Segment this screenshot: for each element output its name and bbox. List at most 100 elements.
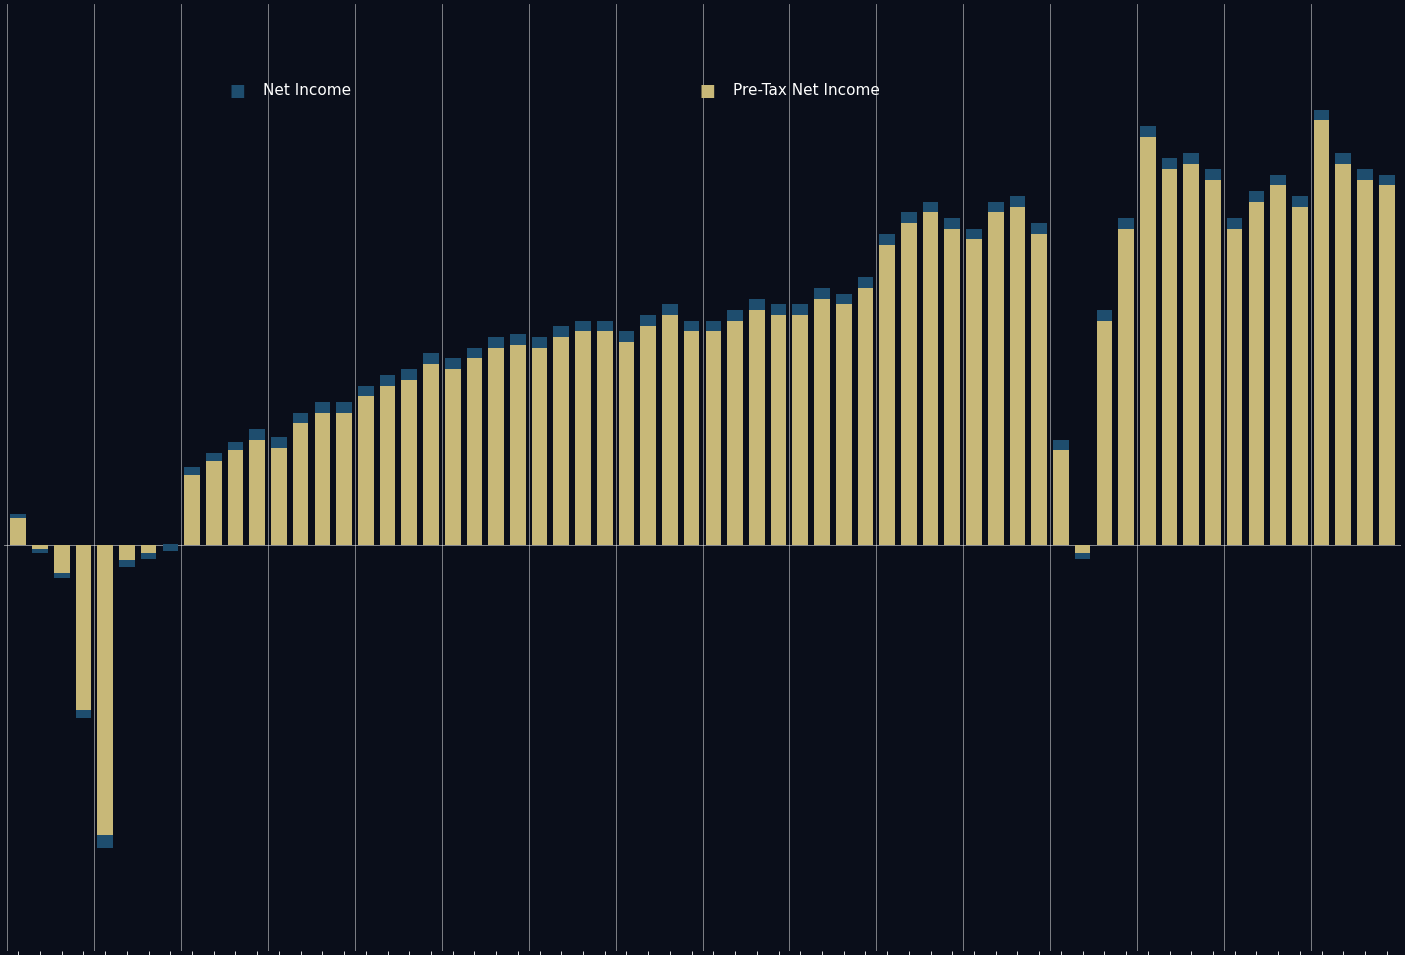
Bar	[554, 326, 569, 337]
Bar	[792, 305, 808, 315]
Bar	[575, 331, 592, 545]
Bar	[836, 305, 851, 545]
Text: Pre-Tax Net Income: Pre-Tax Net Income	[733, 83, 881, 98]
Bar	[1378, 185, 1395, 545]
Bar	[1162, 169, 1177, 545]
Bar	[771, 315, 787, 545]
Bar	[684, 321, 700, 331]
Bar	[10, 514, 27, 518]
Bar	[32, 549, 48, 553]
Bar	[618, 331, 634, 342]
Bar	[1031, 223, 1047, 234]
Bar	[813, 288, 830, 299]
Bar	[705, 331, 721, 545]
Bar	[880, 234, 895, 244]
Bar	[510, 334, 525, 345]
Bar	[184, 467, 200, 475]
Bar	[228, 451, 243, 545]
Bar	[618, 342, 634, 545]
Bar	[402, 380, 417, 545]
Bar	[228, 442, 243, 451]
Bar	[119, 545, 135, 566]
Bar	[554, 337, 569, 545]
Bar	[597, 321, 613, 331]
Bar	[531, 348, 548, 545]
Bar	[705, 321, 721, 331]
Bar	[1031, 234, 1047, 545]
Bar	[184, 475, 200, 545]
Bar	[163, 544, 178, 550]
Bar	[1336, 153, 1352, 163]
Bar	[53, 545, 69, 578]
Bar	[466, 348, 482, 358]
Bar	[944, 218, 960, 228]
Bar	[489, 337, 504, 348]
Bar	[1010, 207, 1026, 545]
Bar	[1249, 202, 1264, 545]
Bar	[1227, 218, 1242, 228]
Bar	[1054, 439, 1069, 451]
Bar	[140, 553, 156, 559]
Bar	[1139, 137, 1155, 545]
Bar	[336, 402, 351, 413]
Bar	[1118, 218, 1134, 228]
Bar	[97, 545, 112, 848]
Bar	[901, 212, 916, 223]
Text: Net Income: Net Income	[263, 83, 351, 98]
Bar	[271, 448, 287, 545]
Bar	[1096, 321, 1113, 545]
Bar	[271, 437, 287, 448]
Bar	[1314, 120, 1329, 545]
Bar	[336, 413, 351, 545]
Bar	[1139, 126, 1155, 137]
Bar	[728, 321, 743, 545]
Bar	[250, 429, 266, 439]
Bar	[32, 545, 48, 553]
Bar	[1054, 451, 1069, 545]
Bar	[1293, 196, 1308, 207]
Bar	[1357, 180, 1373, 545]
Bar	[207, 454, 222, 461]
Bar	[76, 545, 91, 718]
Bar	[489, 348, 504, 545]
Bar	[967, 228, 982, 240]
Bar	[1270, 175, 1286, 185]
Bar	[445, 358, 461, 370]
Bar	[988, 202, 1003, 212]
Bar	[358, 396, 374, 545]
Bar	[728, 309, 743, 321]
Bar	[1162, 159, 1177, 169]
Bar	[1075, 553, 1090, 559]
Bar	[315, 402, 330, 413]
Bar	[445, 370, 461, 545]
Bar	[641, 315, 656, 326]
Bar	[967, 240, 982, 545]
Bar	[1249, 191, 1264, 202]
Bar	[1314, 110, 1329, 120]
Bar	[1118, 228, 1134, 545]
Bar	[813, 299, 830, 545]
Bar	[423, 353, 438, 364]
Bar	[1096, 309, 1113, 321]
Bar	[402, 370, 417, 380]
Bar	[510, 345, 525, 545]
Bar	[1336, 163, 1352, 545]
Bar	[315, 413, 330, 545]
Bar	[988, 212, 1003, 545]
Bar	[1293, 207, 1308, 545]
Bar	[836, 293, 851, 305]
Bar	[944, 228, 960, 545]
Bar	[10, 518, 27, 545]
Bar	[1010, 196, 1026, 207]
Bar	[207, 461, 222, 545]
Bar	[575, 321, 592, 331]
Bar	[1205, 169, 1221, 180]
Text: ■: ■	[229, 82, 244, 99]
Bar	[662, 305, 677, 315]
Bar	[662, 315, 677, 545]
Bar	[163, 545, 178, 550]
Bar	[379, 374, 395, 386]
Bar	[1270, 185, 1286, 545]
Bar	[1205, 180, 1221, 545]
Bar	[771, 305, 787, 315]
